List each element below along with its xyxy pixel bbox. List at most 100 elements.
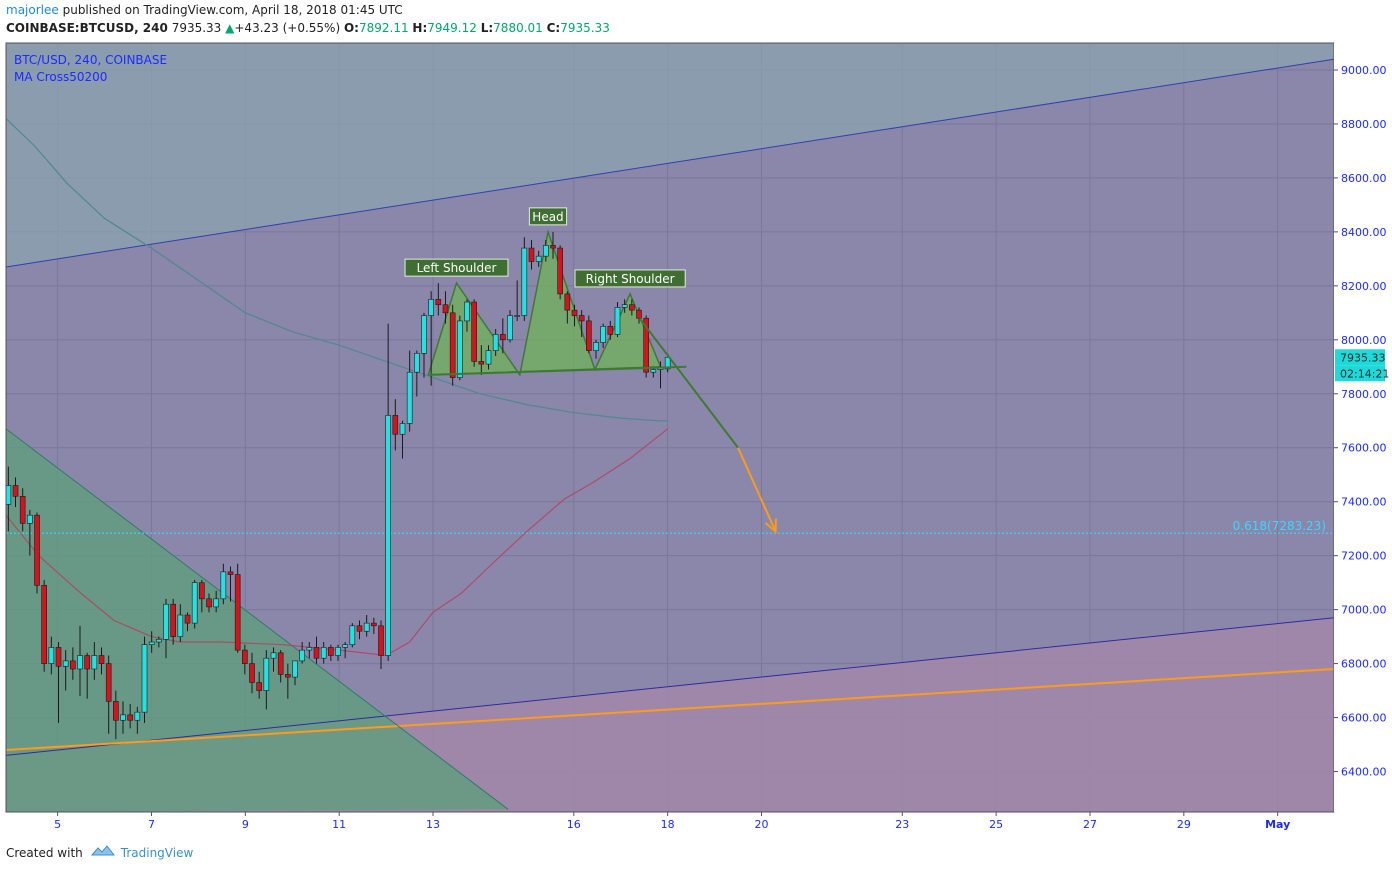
candle[interactable]: [500, 318, 506, 354]
candle[interactable]: [607, 320, 614, 340]
candle[interactable]: [550, 231, 556, 259]
tradingview-link[interactable]: TradingView: [120, 845, 194, 860]
candle[interactable]: [77, 625, 83, 696]
candle[interactable]: [457, 315, 463, 381]
tradingview-logo-icon[interactable]: [90, 844, 115, 861]
candle[interactable]: [464, 299, 470, 332]
pattern-label[interactable]: Head: [528, 207, 568, 226]
candle[interactable]: [98, 647, 105, 675]
candle[interactable]: [636, 307, 642, 324]
candle[interactable]: [34, 512, 40, 594]
candle[interactable]: [543, 239, 549, 262]
author-link[interactable]: majorlee: [6, 3, 59, 17]
candle[interactable]: [629, 299, 635, 316]
candle[interactable]: [342, 642, 348, 659]
lower-channel-line[interactable]: [6, 617, 1334, 756]
candle[interactable]: [256, 671, 262, 699]
candle[interactable]: [614, 302, 621, 338]
candle[interactable]: [27, 509, 33, 556]
candle[interactable]: [378, 620, 384, 669]
falling-channel-line[interactable]: [6, 428, 509, 810]
candle[interactable]: [249, 652, 255, 694]
upper-channel-line[interactable]: [6, 58, 1334, 268]
candle[interactable]: [62, 650, 69, 691]
candle[interactable]: [41, 579, 47, 672]
candle[interactable]: [48, 636, 55, 675]
candle[interactable]: [177, 604, 184, 643]
candle[interactable]: [578, 310, 585, 338]
candle[interactable]: [277, 650, 284, 683]
candle[interactable]: [586, 315, 592, 354]
candle[interactable]: [349, 623, 356, 648]
candle[interactable]: [392, 399, 399, 451]
candle[interactable]: [399, 420, 406, 459]
candle[interactable]: [285, 663, 291, 699]
candle[interactable]: [292, 660, 298, 686]
candle[interactable]: [120, 701, 126, 734]
projection-line[interactable]: [638, 317, 739, 449]
pattern-label[interactable]: Left Shoulder: [404, 258, 509, 277]
candle[interactable]: [156, 636, 162, 648]
candle[interactable]: [492, 329, 499, 356]
candle[interactable]: [435, 283, 442, 316]
candle[interactable]: [328, 644, 334, 661]
candle[interactable]: [514, 280, 520, 321]
candle[interactable]: [363, 615, 370, 637]
candle[interactable]: [335, 644, 341, 661]
candle[interactable]: [507, 310, 513, 343]
candle[interactable]: [6, 466, 12, 532]
candle[interactable]: [485, 345, 492, 370]
candle[interactable]: [234, 563, 241, 653]
candle[interactable]: [621, 299, 628, 313]
candle[interactable]: [320, 642, 327, 664]
pattern-label[interactable]: Right Shoulder: [574, 269, 686, 288]
candle[interactable]: [385, 323, 391, 661]
candle[interactable]: [163, 598, 169, 659]
candle[interactable]: [113, 690, 119, 740]
candle[interactable]: [148, 631, 155, 653]
neckline[interactable]: [428, 365, 687, 376]
candle[interactable]: [263, 650, 270, 710]
target-arrow-line[interactable]: [737, 447, 777, 532]
candle[interactable]: [105, 655, 112, 734]
candle[interactable]: [478, 345, 485, 375]
candle[interactable]: [299, 642, 305, 664]
candle[interactable]: [134, 706, 141, 734]
candle[interactable]: [199, 579, 205, 613]
candle[interactable]: [564, 291, 571, 324]
candle[interactable]: [84, 652, 90, 699]
candle[interactable]: [442, 291, 449, 324]
candle[interactable]: [127, 704, 133, 729]
candle[interactable]: [270, 647, 277, 672]
candle[interactable]: [184, 612, 191, 632]
candle[interactable]: [19, 488, 26, 532]
candle[interactable]: [471, 299, 477, 367]
candle[interactable]: [313, 636, 320, 664]
candle[interactable]: [220, 563, 227, 605]
candle[interactable]: [521, 237, 528, 321]
head-and-shoulders-pattern[interactable]: [427, 229, 662, 377]
candle[interactable]: [242, 644, 248, 675]
orange-trendline[interactable]: [6, 667, 1334, 751]
candle[interactable]: [306, 642, 313, 659]
candle[interactable]: [414, 350, 420, 397]
candle[interactable]: [528, 239, 535, 270]
candle[interactable]: [356, 620, 363, 640]
candle[interactable]: [141, 636, 148, 723]
candle[interactable]: [571, 304, 578, 327]
candle[interactable]: [557, 245, 563, 300]
candle[interactable]: [535, 250, 542, 267]
candle[interactable]: [371, 617, 377, 634]
candle[interactable]: [593, 339, 599, 359]
candle[interactable]: [213, 590, 219, 613]
candle[interactable]: [600, 323, 606, 348]
candle[interactable]: [191, 579, 198, 629]
candle[interactable]: [206, 593, 212, 613]
candle[interactable]: [421, 312, 427, 378]
candle[interactable]: [449, 304, 456, 386]
candle[interactable]: [170, 598, 176, 645]
candle[interactable]: [70, 647, 76, 680]
candle[interactable]: [12, 477, 19, 508]
candle[interactable]: [406, 350, 413, 432]
